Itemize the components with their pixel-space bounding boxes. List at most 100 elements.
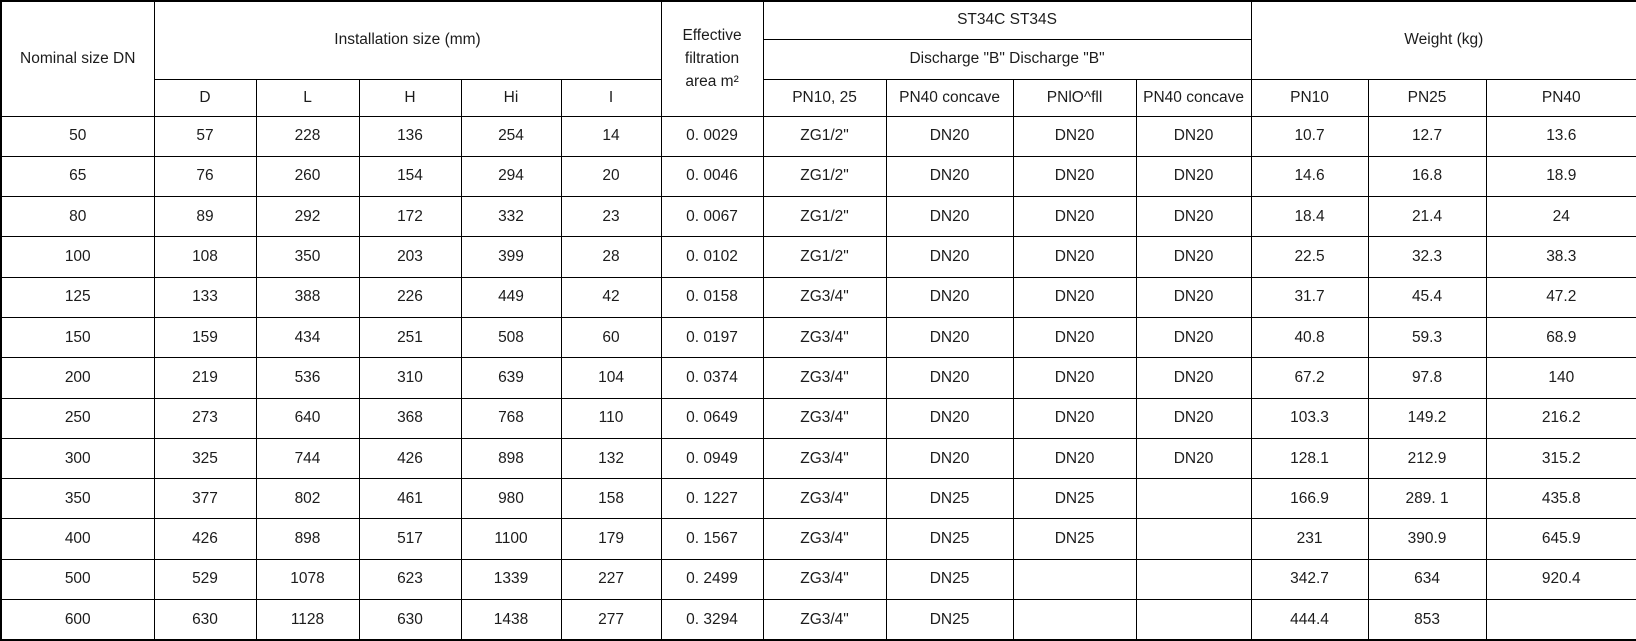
- table-cell: DN20: [885, 437, 1014, 480]
- table-cell: ZG1/2": [762, 115, 887, 157]
- table-cell: 315.2: [1485, 437, 1636, 480]
- table-cell: DN20: [885, 236, 1014, 278]
- table-cell: DN20: [1012, 236, 1137, 278]
- table-cell: [1135, 518, 1252, 560]
- table-cell: DN20: [1135, 316, 1252, 359]
- table-cell: ZG3/4": [762, 478, 887, 520]
- table-cell: DN20: [885, 276, 1014, 318]
- table-cell: 898: [460, 437, 562, 480]
- table-cell: ZG1/2": [762, 155, 887, 198]
- table-cell: 32.3: [1367, 236, 1487, 278]
- table-cell: 227: [560, 558, 662, 601]
- table-row: 80 89 292 172 332 23 0. 0067 ZG1/2" DN20 DN20 DN20…: [0, 196, 1636, 238]
- table-cell: 103.3: [1250, 397, 1369, 439]
- table-cell: DN20: [885, 115, 1014, 157]
- table-cell: 1339: [460, 558, 562, 601]
- table-row: 400 426 898 517 1100 179 0. 1567 ZG3/4" DN25 DN25…: [0, 518, 1636, 560]
- table-cell: 57: [153, 115, 257, 157]
- table-cell: 0. 0067: [660, 196, 764, 238]
- table-cell: DN20: [1012, 155, 1137, 198]
- table-cell: 31.7: [1250, 276, 1369, 318]
- header-col-l: L: [255, 78, 360, 117]
- header-effective-line-3: area m²: [685, 73, 739, 91]
- table-cell: [1135, 558, 1252, 601]
- table-cell: 40.8: [1250, 316, 1369, 359]
- header-weight-group: Weight (kg): [1250, 0, 1636, 80]
- table-row: 150 159 434 251 508 60 0. 0197 ZG3/4" DN20 DN20 DN…: [0, 316, 1636, 359]
- header-nominal-size: Nominal size DN: [0, 0, 155, 117]
- table-cell: 400: [0, 518, 155, 560]
- table-cell: 325: [153, 437, 257, 480]
- table-cell: 136: [358, 115, 462, 157]
- table-cell: 426: [358, 437, 462, 480]
- table-cell: 260: [255, 155, 360, 198]
- table-cell: 332: [460, 196, 562, 238]
- header-st34-group: ST34C ST34S: [762, 0, 1252, 40]
- table-cell: 0. 0102: [660, 236, 764, 278]
- table-cell: DN25: [1012, 518, 1137, 560]
- table-cell: 251: [358, 316, 462, 359]
- table-cell: DN20: [1012, 196, 1137, 238]
- header-effective-line-2: filtration: [684, 50, 740, 68]
- table-cell: 920.4: [1485, 558, 1636, 601]
- table-cell: 100: [0, 236, 155, 278]
- table-row: 250 273 640 368 768 110 0. 0649 ZG3/4" DN20 DN20 D…: [0, 397, 1636, 439]
- table-cell: 16.8: [1367, 155, 1487, 198]
- table-cell: 634: [1367, 558, 1487, 601]
- table-cell: 89: [153, 196, 257, 238]
- table-cell: 14.6: [1250, 155, 1369, 198]
- table-cell: 219: [153, 357, 257, 399]
- table-cell: 600: [0, 599, 155, 641]
- header-col-weight-pn40: PN40: [1485, 78, 1636, 117]
- table-cell: 426: [153, 518, 257, 560]
- header-discharge-group: Discharge "B" Discharge "B": [762, 38, 1252, 80]
- table-cell: DN25: [1012, 478, 1137, 520]
- table-cell: 159: [153, 316, 257, 359]
- table-cell: 150: [0, 316, 155, 359]
- table-cell: 179: [560, 518, 662, 560]
- table-row: 300 325 744 426 898 132 0. 0949 ZG3/4" DN20 DN20 D…: [0, 437, 1636, 480]
- table-cell: ZG3/4": [762, 397, 887, 439]
- table-row: 100 108 350 203 399 28 0. 0102 ZG1/2" DN20 DN20 DN…: [0, 236, 1636, 278]
- table-cell: 158: [560, 478, 662, 520]
- table-row: 600 630 1128 630 1438 277 0. 3294 ZG3/4" DN25 444…: [0, 599, 1636, 641]
- table-cell: 80: [0, 196, 155, 238]
- table-cell: 0. 1567: [660, 518, 764, 560]
- table-cell: 536: [255, 357, 360, 399]
- table-cell: 60: [560, 316, 662, 359]
- table-cell: 140: [1485, 357, 1636, 399]
- table-cell: DN20: [1135, 236, 1252, 278]
- table-cell: ZG1/2": [762, 236, 887, 278]
- table-cell: ZG3/4": [762, 437, 887, 480]
- table-cell: 97.8: [1367, 357, 1487, 399]
- table-cell: 231: [1250, 518, 1369, 560]
- table-cell: 1438: [460, 599, 562, 641]
- table-cell: 310: [358, 357, 462, 399]
- table-cell: 108: [153, 236, 257, 278]
- table-cell: ZG3/4": [762, 518, 887, 560]
- table-cell: 0. 3294: [660, 599, 764, 641]
- table-cell: 802: [255, 478, 360, 520]
- table-cell: 212.9: [1367, 437, 1487, 480]
- table-cell: 980: [460, 478, 562, 520]
- table-cell: ZG1/2": [762, 196, 887, 238]
- table-cell: 289. 1: [1367, 478, 1487, 520]
- header-col-weight-pn10: PN10: [1250, 78, 1369, 117]
- table-cell: 12.7: [1367, 115, 1487, 157]
- table-row: 125 133 388 226 449 42 0. 0158 ZG3/4" DN20 DN20 DN…: [0, 276, 1636, 318]
- table-cell: DN20: [1012, 397, 1137, 439]
- table-cell: 388: [255, 276, 360, 318]
- table-cell: 1078: [255, 558, 360, 601]
- table-cell: 104: [560, 357, 662, 399]
- header-col-d: D: [153, 78, 257, 117]
- table-cell: 273: [153, 397, 257, 439]
- table-cell: 630: [358, 599, 462, 641]
- table-cell: DN20: [1012, 357, 1137, 399]
- table-cell: 744: [255, 437, 360, 480]
- table-cell: DN20: [1012, 437, 1137, 480]
- header-col-pn10-25: PN10, 25: [762, 78, 887, 117]
- header-col-pn40-concave-2: PN40 concave: [1135, 78, 1252, 117]
- table-cell: [1012, 599, 1137, 641]
- header-col-h: H: [358, 78, 462, 117]
